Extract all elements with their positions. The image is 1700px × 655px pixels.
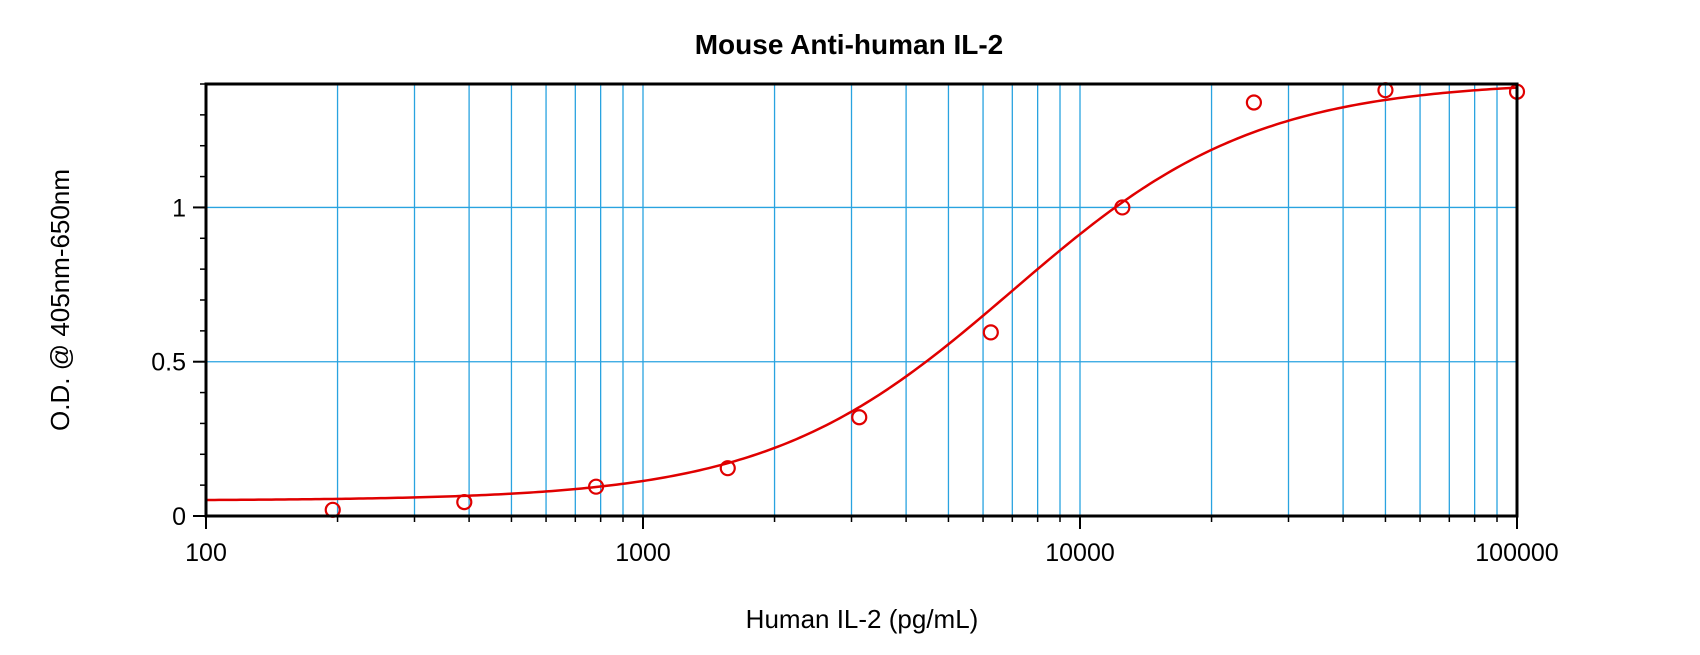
axes: 0 0.5 1 100 1000 10000 100000: [151, 83, 1559, 567]
plot-frame: [204, 82, 1519, 518]
y-tick-label: 0.5: [151, 349, 186, 377]
x-tick-label: 100000: [1475, 539, 1558, 567]
fit-curve: [205, 86, 1518, 502]
data-points: [324, 82, 1526, 518]
data-point: [851, 409, 868, 426]
y-tick-label: 1: [172, 194, 186, 222]
x-axis-label: Human IL-2 (pg/mL): [746, 604, 979, 634]
data-point: [719, 460, 736, 477]
data-point: [587, 478, 605, 495]
grid: [206, 84, 1517, 516]
fit-curve-group: [205, 86, 1518, 502]
x-tick-label: 100: [185, 539, 227, 567]
data-point: [982, 324, 999, 341]
data-point: [456, 494, 473, 511]
x-tick-label: 10000: [1045, 539, 1115, 567]
y-tick-label: 0: [172, 503, 186, 531]
data-point: [1245, 94, 1262, 111]
x-tick-label: 1000: [615, 539, 671, 567]
y-axis-label: O.D. @ 405nm-650nm: [45, 169, 75, 431]
data-point: [1114, 199, 1131, 216]
chart-title: Mouse Anti-human IL-2: [695, 29, 1004, 60]
